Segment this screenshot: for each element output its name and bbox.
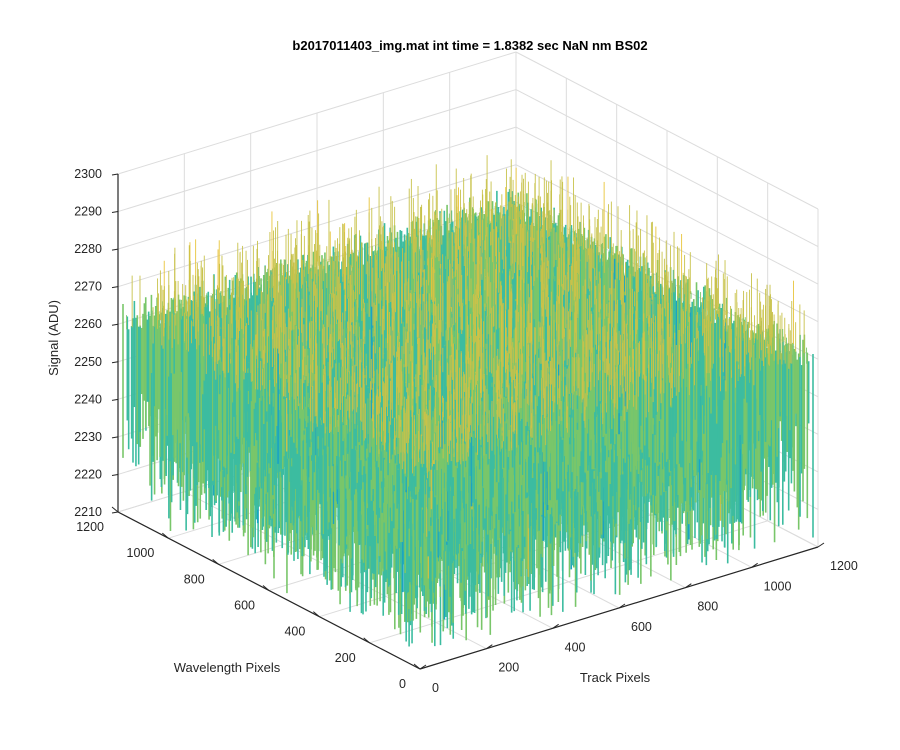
surface-mesh (122, 155, 814, 647)
